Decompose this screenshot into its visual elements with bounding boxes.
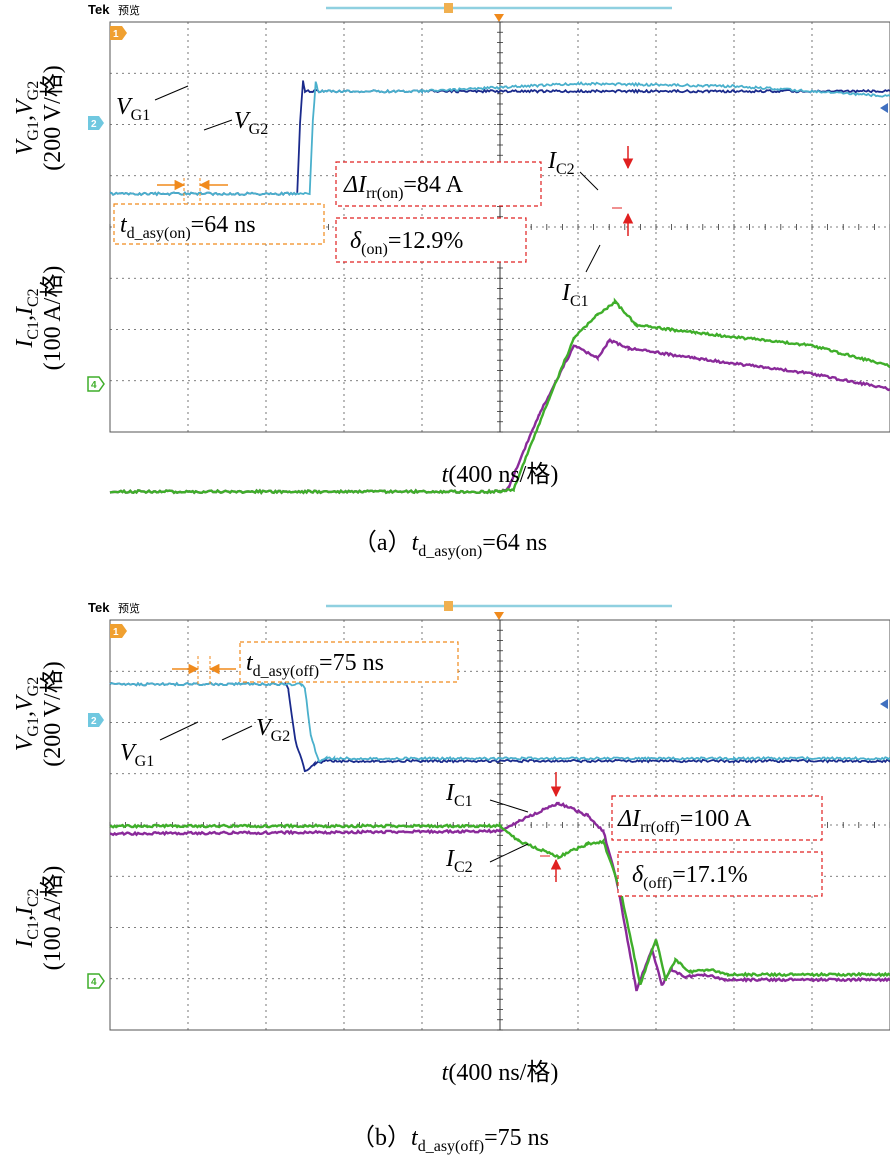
ch2-marker-a: 2 — [88, 116, 104, 130]
trigger-marker — [494, 14, 504, 22]
xlabel-b: t(400 ns/格) — [442, 1059, 559, 1086]
scope-brand-b: Tek — [88, 600, 110, 615]
svg-text:td_asy(on)=64 ns: td_asy(on)=64 ns — [120, 212, 256, 242]
ch1-marker-b: 1 — [110, 624, 127, 638]
svg-text:ΔIrr(off)=100 A: ΔIrr(off)=100 A — [617, 806, 752, 836]
label-ic2-b: IC2 — [445, 843, 529, 876]
delta-arrows-a — [612, 146, 634, 236]
svg-text:2: 2 — [91, 119, 97, 130]
ch1-marker-a: 1 — [110, 26, 127, 40]
panel-a: Tek 预览 1 2 4 VG1,VG2 (200 V/格 — [12, 2, 890, 560]
svg-text:2: 2 — [91, 716, 97, 727]
scope-brand: Tek — [88, 2, 110, 17]
svg-text:4: 4 — [91, 977, 97, 988]
label-vg2-b: VG2 — [221, 715, 290, 745]
record-pos-marker — [444, 3, 453, 13]
svg-text:ΔIrr(on)=84 A: ΔIrr(on)=84 A — [343, 172, 464, 202]
svg-text:td_asy(off)=75 ns: td_asy(off)=75 ns — [246, 650, 384, 680]
ref-level-arrow-a — [880, 103, 888, 113]
traces-b — [109, 681, 890, 992]
scope-status-b: 预览 — [118, 601, 140, 615]
ratio-annotation-a: δ(on)=12.9% — [335, 217, 527, 263]
ref-level-arrow-b — [880, 699, 888, 709]
svg-text:IC2: IC2 — [445, 846, 473, 876]
label-vg2-a: VG2 — [203, 108, 268, 138]
svg-text:VG1: VG1 — [116, 94, 150, 124]
svg-text:(100 A/格): (100 A/格) — [39, 266, 66, 371]
svg-text:IC1,IC2: IC1,IC2 — [12, 888, 42, 948]
svg-text:1: 1 — [113, 29, 119, 40]
label-vg1-b: VG1 — [120, 721, 199, 770]
delta-arrows-b — [540, 772, 562, 882]
panel-b: Tek 预览 1 2 4 VG1,VG2 (200 V/格) — [12, 600, 890, 1155]
label-ic2-a: IC2 — [547, 148, 599, 191]
trace-ic2-a — [109, 297, 890, 495]
svg-text:(100 A/格): (100 A/格) — [39, 866, 66, 971]
svg-text:δ(off)=17.1%: δ(off)=17.1% — [632, 862, 748, 892]
svg-text:(200 V/格): (200 V/格) — [39, 661, 66, 767]
delay-annotation-a: td_asy(on)=64 ns — [113, 178, 325, 245]
ylabel-current-a: IC1,IC2 (100 A/格) — [12, 266, 66, 371]
delay-annotation-b: td_asy(off)=75 ns — [172, 641, 459, 684]
ylabel-voltage-b: VG1,VG2 (200 V/格) — [12, 661, 66, 767]
ylabel-current-b: IC1,IC2 (100 A/格) — [12, 866, 66, 971]
svg-text:(200 V/格): (200 V/格) — [39, 65, 66, 171]
svg-text:IC2: IC2 — [547, 148, 575, 178]
traces-a — [109, 80, 890, 495]
svg-text:VG2: VG2 — [234, 108, 268, 138]
trace-vg2-b — [109, 681, 890, 763]
trace-vg2-a — [109, 80, 890, 197]
svg-text:VG1,VG2: VG1,VG2 — [12, 677, 42, 751]
caption-a: （a）td_asy(on)=64 ns — [353, 530, 547, 560]
ylabel-voltage-a: VG1,VG2 (200 V/格) — [12, 65, 66, 171]
ch4-marker-b: 4 — [87, 973, 105, 989]
xlabel-a: t(400 ns/格) — [442, 461, 559, 488]
svg-text:1: 1 — [113, 627, 119, 638]
scope-status: 预览 — [118, 3, 140, 17]
caption-b: （b）td_asy(off)=75 ns — [351, 1125, 549, 1155]
trigger-marker-b — [494, 612, 504, 620]
svg-text:VG2: VG2 — [256, 715, 290, 745]
svg-text:VG1,VG2: VG1,VG2 — [12, 81, 42, 155]
trace-ic2-b — [109, 821, 890, 986]
delta-annotation-a: ΔIrr(on)=84 A — [335, 161, 542, 207]
ch4-marker-a: 4 — [87, 376, 105, 392]
label-ic1-b: IC1 — [445, 780, 529, 813]
svg-text:δ(on)=12.9%: δ(on)=12.9% — [350, 228, 463, 258]
label-vg1-a: VG1 — [116, 85, 189, 124]
svg-text:VG1: VG1 — [120, 740, 154, 770]
delta-annotation-b: ΔIrr(off)=100 A — [611, 795, 823, 841]
trace-ic1-b — [109, 801, 890, 992]
label-ic1-a: IC1 — [561, 244, 601, 310]
svg-text:IC1,IC2: IC1,IC2 — [12, 288, 42, 348]
svg-text:IC1: IC1 — [445, 780, 473, 810]
svg-text:4: 4 — [91, 380, 97, 391]
ratio-annotation-b: δ(off)=17.1% — [617, 851, 823, 897]
record-pos-marker-b — [444, 601, 453, 611]
svg-text:IC1: IC1 — [561, 280, 589, 310]
ch2-marker-b: 2 — [88, 713, 104, 727]
